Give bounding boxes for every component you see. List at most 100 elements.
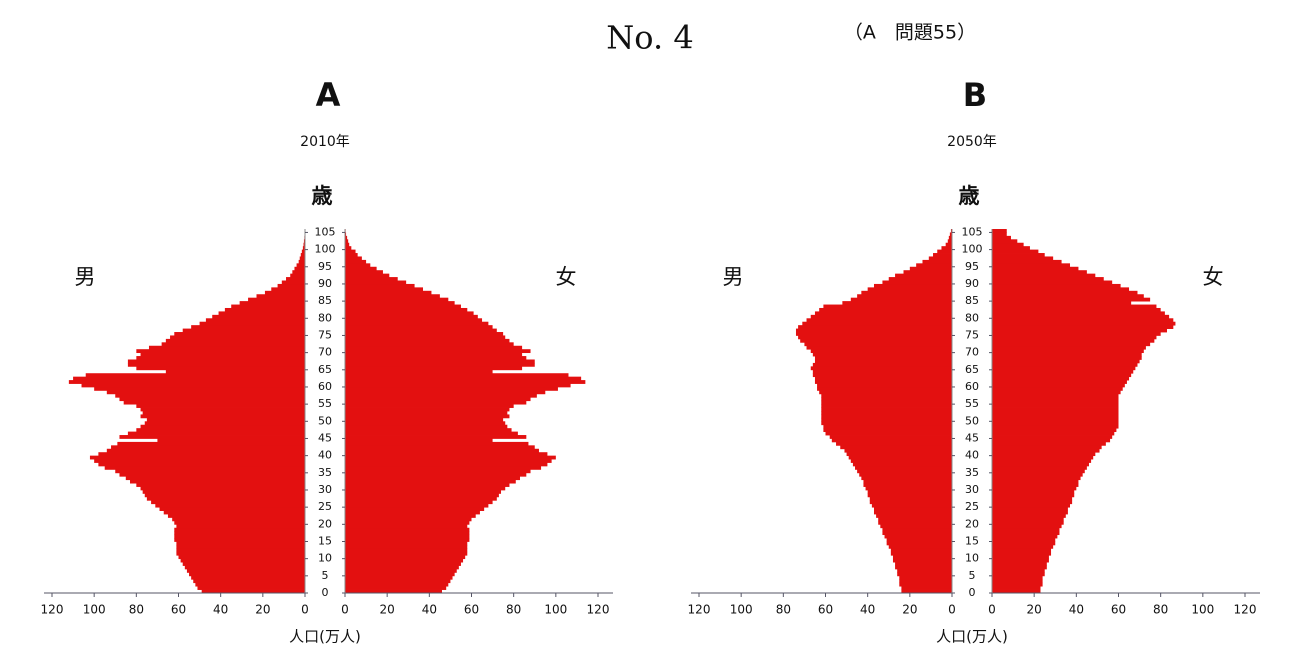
- bar: [98, 452, 305, 457]
- bar: [117, 441, 305, 446]
- bar: [890, 548, 952, 553]
- bar: [286, 277, 305, 281]
- bar: [345, 232, 347, 237]
- bar: [146, 496, 305, 501]
- bar: [855, 465, 952, 470]
- bar: [290, 273, 305, 278]
- bar: [892, 555, 952, 560]
- bar: [345, 476, 520, 481]
- bar: [73, 376, 305, 381]
- bar: [880, 524, 952, 529]
- bar: [892, 558, 952, 563]
- bar: [992, 493, 1075, 498]
- bar: [992, 555, 1049, 560]
- bar: [992, 483, 1079, 487]
- bar: [345, 352, 523, 357]
- bar: [136, 356, 305, 360]
- bar: [933, 253, 952, 257]
- bar: [844, 448, 952, 453]
- bar: [890, 551, 952, 556]
- y-tick-label: 30: [318, 483, 332, 496]
- bar: [345, 421, 506, 426]
- bar: [947, 239, 952, 244]
- x-tick-label: 60: [818, 603, 833, 617]
- bar: [345, 380, 586, 384]
- bar: [345, 400, 527, 405]
- bar: [345, 541, 468, 546]
- bar: [345, 455, 556, 460]
- bar: [810, 349, 952, 354]
- bar: [199, 321, 305, 326]
- y-tick-label: 65: [965, 363, 979, 376]
- bar: [345, 338, 510, 343]
- bar: [992, 311, 1165, 316]
- y-tick-label: 0: [322, 586, 329, 599]
- bar: [345, 483, 510, 487]
- bar: [345, 548, 468, 553]
- bar: [300, 253, 305, 257]
- bar: [884, 534, 952, 539]
- bar: [345, 558, 464, 563]
- bar: [821, 404, 952, 408]
- y-axis-label: 歳: [312, 184, 333, 208]
- y-tick-label: 35: [965, 466, 979, 479]
- bar: [928, 256, 952, 261]
- bar: [992, 548, 1052, 553]
- x-tick-label: 80: [1153, 603, 1168, 617]
- bar: [178, 555, 305, 560]
- bar: [136, 428, 305, 433]
- bar: [897, 572, 952, 577]
- bar: [992, 390, 1121, 395]
- bar: [345, 290, 432, 295]
- y-tick-label: 100: [315, 243, 336, 256]
- bar: [167, 514, 305, 518]
- bar: [819, 307, 952, 312]
- bar: [992, 472, 1083, 477]
- bar: [345, 493, 499, 498]
- bar: [992, 290, 1138, 295]
- bar: [345, 270, 383, 275]
- bar: [170, 335, 305, 340]
- bar: [810, 366, 952, 371]
- bar: [159, 507, 305, 511]
- y-tick-label: 60: [318, 380, 332, 393]
- bar: [992, 301, 1132, 305]
- bar: [795, 328, 952, 333]
- bar: [186, 568, 305, 573]
- bar: [106, 390, 305, 395]
- bar: [345, 562, 461, 566]
- bar: [922, 259, 952, 264]
- bar: [992, 572, 1045, 577]
- bar: [817, 386, 952, 391]
- bar: [802, 321, 952, 326]
- bar: [992, 349, 1144, 354]
- bar: [180, 558, 305, 563]
- bar: [345, 328, 497, 333]
- bar: [151, 500, 305, 505]
- y-tick-label: 65: [318, 363, 332, 376]
- y-tick-label: 55: [965, 397, 979, 410]
- x-tick-label: 0: [341, 603, 349, 617]
- bar: [345, 507, 485, 511]
- bar: [798, 325, 952, 329]
- bar: [345, 311, 474, 316]
- bar: [992, 452, 1096, 457]
- bar: [345, 441, 529, 446]
- bar: [239, 301, 305, 305]
- bar: [345, 342, 514, 347]
- bar: [94, 386, 306, 391]
- bar: [345, 575, 453, 580]
- bar: [345, 325, 493, 329]
- bar: [804, 342, 952, 347]
- bar: [119, 397, 305, 402]
- bar: [817, 383, 952, 388]
- bar: [992, 376, 1130, 381]
- y-tick-label: 45: [318, 431, 332, 444]
- bar: [992, 538, 1056, 542]
- bar: [863, 479, 952, 484]
- bar: [992, 500, 1073, 505]
- bar: [992, 568, 1045, 573]
- bar: [992, 541, 1056, 546]
- bar: [345, 362, 535, 367]
- bar: [119, 472, 305, 477]
